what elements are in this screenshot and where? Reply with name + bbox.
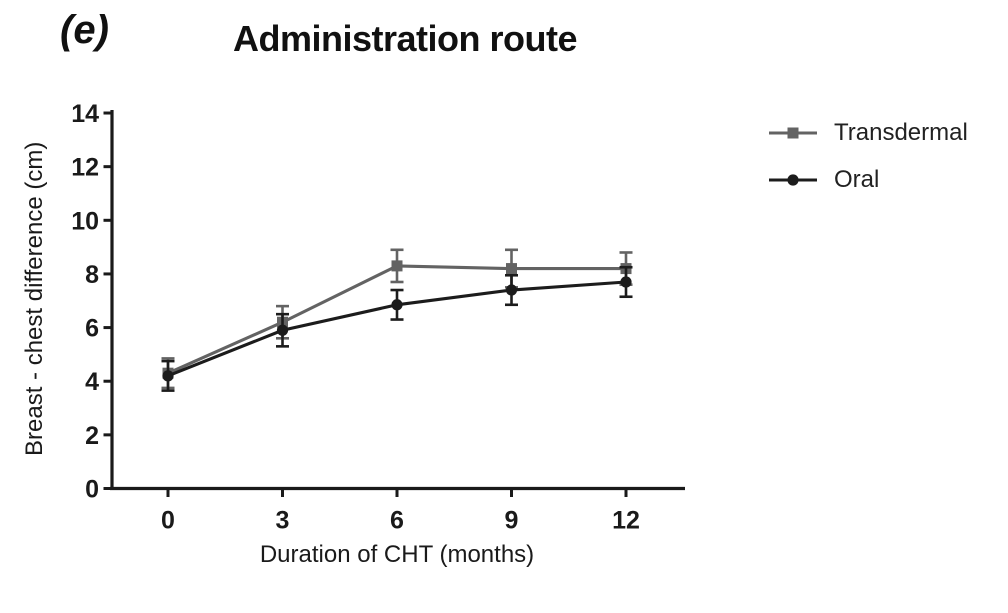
data-point-square [506,263,518,275]
data-point-circle [620,276,632,288]
data-point-circle [391,299,403,311]
y-axis-tick-label: 14 [71,100,99,128]
y-axis-tick-label: 12 [71,154,99,182]
legend-label: Transdermal [834,119,968,146]
y-axis-tick-label: 8 [85,261,99,289]
y-axis-tick-label: 4 [85,368,99,396]
x-axis-tick-label: 3 [276,507,290,535]
chart-legend: Transdermal Oral [768,118,968,212]
panel-letter-label: (e) [60,8,109,52]
x-axis-tick-label: 6 [390,507,404,535]
x-axis-tick-label: 12 [612,507,640,535]
data-point-square [391,260,403,272]
legend-swatch-square [769,127,817,139]
legend-item-oral: Oral [768,165,968,195]
legend-label: Oral [834,166,880,193]
x-axis-tick-label: 9 [505,507,519,535]
legend-item-transdermal: Transdermal [768,118,968,148]
y-axis-tick-label: 10 [71,207,99,235]
legend-swatch-circle [769,174,817,186]
chart-title: Administration route [232,18,578,59]
data-point-circle [505,284,518,296]
x-axis-tick-label: 0 [161,507,175,535]
data-point-circle [276,324,289,336]
y-axis-tick-label: 6 [85,315,99,343]
x-axis-title: Duration of CHT (months) [259,541,535,568]
data-point-circle [162,370,174,382]
y-axis-tick-label: 0 [85,476,99,504]
y-axis-tick-label: 2 [85,422,99,450]
